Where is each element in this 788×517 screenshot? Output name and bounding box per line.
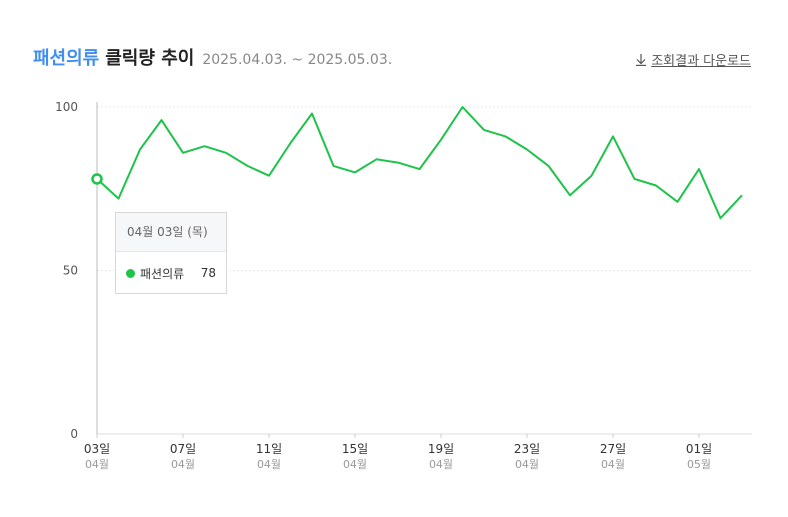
x-tick-label-day: 23일 <box>514 442 540 456</box>
y-tick-label: 0 <box>70 427 78 441</box>
x-tick-label-month: 04월 <box>429 458 453 471</box>
download-button[interactable]: 조회결과 다운로드 <box>635 50 751 69</box>
tooltip: 04월 03일 (목) 패션의류 78 <box>115 212 227 294</box>
x-tick-label-month: 05월 <box>687 458 711 471</box>
download-arrow-icon <box>636 54 647 66</box>
tooltip-value: 78 <box>200 266 216 280</box>
tooltip-row: 패션의류 78 <box>116 252 226 294</box>
x-tick-label-month: 04월 <box>343 458 367 471</box>
x-tick-label-month: 04월 <box>85 458 109 471</box>
chart-title: 클릭량 추이 <box>105 48 195 69</box>
axis-layer: 0 50 100 03일 04월 07일 04월 11일 04월 15일 04월 19일 04월 23일 0… <box>55 100 712 471</box>
highlight-point <box>91 173 103 185</box>
series-line <box>96 106 743 220</box>
download-label: 조회결과 다운로드 <box>651 54 751 69</box>
y-tick-label: 100 <box>55 100 78 114</box>
x-tick-label-day: 15일 <box>342 442 368 456</box>
x-tick-label-month: 04월 <box>257 458 281 471</box>
x-tick-label-day: 27일 <box>600 442 626 456</box>
date-range: 2025.04.03. ~ 2025.05.03. <box>202 52 393 68</box>
y-tick-label: 50 <box>63 264 78 278</box>
x-tick-label-day: 19일 <box>428 442 454 456</box>
x-tick-label-month: 04월 <box>601 458 625 471</box>
series-dot-icon <box>126 268 135 278</box>
x-tick-label-day: 07일 <box>170 442 196 456</box>
x-tick-label-day: 11일 <box>256 442 282 456</box>
chart-header: 패션의류 클릭량 추이 2025.04.03. ~ 2025.05.03. <box>33 44 392 72</box>
x-tick-label-day: 03일 <box>84 442 110 456</box>
x-tick-label-month: 04월 <box>515 458 539 471</box>
category-title: 패션의류 <box>33 48 100 69</box>
x-tick-label-day: 01일 <box>686 442 712 456</box>
x-tick-label-month: 04월 <box>171 458 195 471</box>
series-layer <box>91 106 743 220</box>
tooltip-date: 04월 03일 (목) <box>116 213 226 252</box>
tooltip-series-name: 패션의류 <box>140 266 185 281</box>
